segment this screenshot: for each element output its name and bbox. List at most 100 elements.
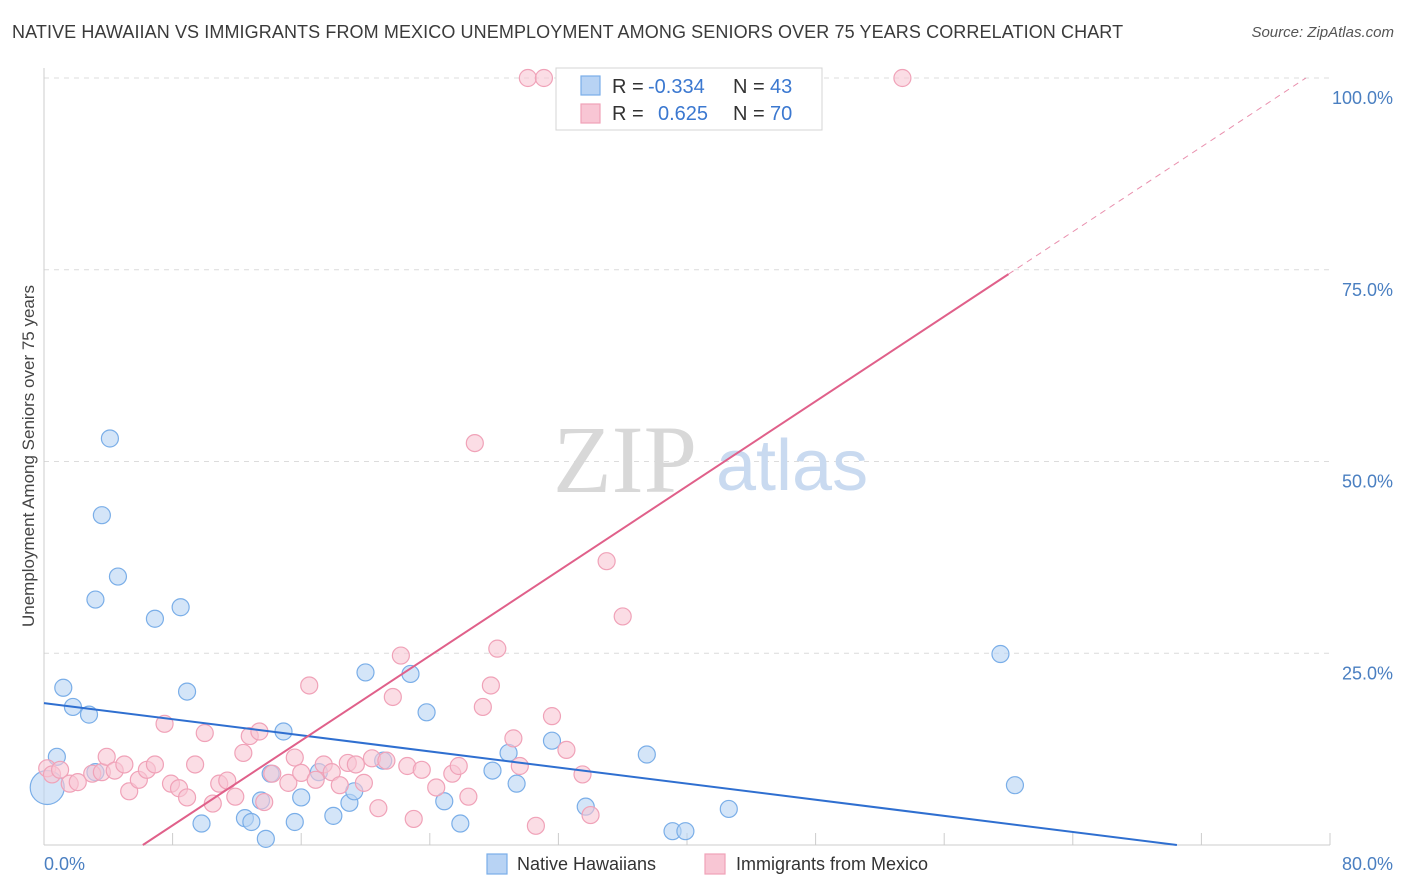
immigrants-mexico-point-17 [177,788,197,807]
immigrants-mexico-point-63 [573,765,592,784]
immigrants-mexico-point-43 [383,687,402,707]
y-tick-label-3: 100.0% [1332,88,1393,108]
stats-n-value-1: 43 [770,76,792,98]
x-tick-labels: 0.0% 80.0% [44,854,1393,874]
native-hawaiians-point-8 [100,429,120,448]
immigrants-mexico-point-53 [473,697,492,717]
immigrants-mexico-point-30 [285,748,304,767]
native-hawaiians-point-29 [417,703,436,722]
watermark-atlas: atlas [716,426,868,506]
native-hawaiians-point-17 [256,829,275,848]
stats-swatch-native-hawaiians [580,75,601,96]
immigrants-mexico-point-66 [613,607,632,626]
y-axis-label: Unemployment Among Seniors over 75 years [19,285,38,627]
y-tick-label-2: 75.0% [1342,280,1393,300]
legend-swatch-immigrants-mexico [704,853,726,875]
immigrants-mexico-point-60 [534,68,554,88]
native-hawaiians-point-9 [108,567,128,586]
immigrants-mexico-point-24 [234,743,253,763]
native-hawaiians-point-6 [86,590,105,609]
y-tick-label-0: 25.0% [1342,663,1393,683]
x-tick-label-1: 80.0% [1342,854,1393,874]
series-legend: Native Hawaiians Immigrants from Mexico [486,853,928,875]
native-hawaiians-point-10 [145,609,165,628]
immigrants-mexico-point-56 [504,729,523,748]
chart-title: NATIVE HAWAIIAN VS IMMIGRANTS FROM MEXIC… [12,22,1124,42]
immigrants-mexico-point-32 [300,676,319,695]
native-hawaiians-point-42 [1005,776,1025,795]
native-hawaiians-point-7 [92,506,111,525]
immigrants-mexico-point-41 [369,799,388,818]
legend-label-immigrants-mexico: Immigrants from Mexico [736,854,928,874]
y-tick-labels: 25.0% 50.0% 75.0% 100.0% [1332,88,1393,683]
native-hawaiians-point-21 [292,788,311,807]
legend-label-native-hawaiians: Native Hawaiians [517,854,656,874]
native-hawaiians-point-35 [542,731,562,750]
chart-source: Source: ZipAtlas.com [1251,24,1394,41]
native-hawaiians-point-20 [285,812,304,832]
axes [43,68,1331,846]
immigrants-mexico-point-2 [50,760,70,779]
y-tick-label-1: 50.0% [1342,472,1393,492]
native-hawaiians-point-12 [177,682,197,701]
immigrants-mexico-point-50 [449,756,468,776]
immigrants-mexico-point-31 [292,763,311,783]
immigrants-mexico-point-28 [263,764,282,783]
immigrants-mexico-trend-line-extension [1008,77,1307,275]
stats-r-label-2: R = [612,103,644,125]
stats-swatch-immigrants-mexico [580,103,601,124]
immigrants-mexico-point-52 [465,433,484,453]
immigrants-mexico-point-27 [255,792,274,812]
watermark: ZIP atlas [553,406,868,513]
native-hawaiians-point-31 [451,814,470,833]
immigrants-mexico-point-69 [893,68,912,88]
native-hawaiians-point-41 [991,644,1010,664]
stats-n-label-1: N = [733,76,765,98]
immigrants-mexico-point-9 [115,755,134,774]
immigrants-mexico-point-58 [526,816,545,835]
immigrants-mexico-point-48 [427,778,446,797]
immigrants-mexico-point-59 [518,68,537,88]
scatter-points [29,68,1025,848]
native-hawaiians-point-26 [356,663,375,682]
native-hawaiians-point-40 [719,799,738,819]
immigrants-mexico-point-23 [226,787,245,806]
native-hawaiians-point-34 [507,774,526,793]
native-hawaiians-trend-line [43,702,1178,846]
immigrants-mexico-point-33 [306,770,325,789]
immigrants-mexico-point-46 [404,809,423,829]
immigrants-mexico-point-62 [557,740,576,759]
immigrants-mexico-point-65 [597,552,616,571]
immigrants-mexico-point-57 [510,756,529,776]
immigrants-mexico-point-18 [186,755,205,774]
native-hawaiians-point-32 [483,761,502,780]
stats-legend: R = -0.334 N = 43 R = 0.625 N = 70 [555,67,823,131]
immigrants-mexico-point-13 [145,755,165,774]
gridlines [44,77,1330,654]
native-hawaiians-point-30 [435,792,454,811]
immigrants-mexico-point-35 [322,763,341,782]
immigrants-mexico-point-38 [346,755,365,774]
native-hawaiians-point-11 [171,598,190,617]
immigrants-mexico-point-64 [581,805,600,825]
immigrants-mexico-point-4 [68,773,87,792]
immigrants-mexico-trend-line [142,273,1010,846]
x-tick-label-0: 0.0% [44,854,85,874]
immigrants-mexico-point-19 [195,723,214,743]
immigrants-mexico-point-55 [488,639,507,658]
watermark-zip: ZIP [553,406,697,513]
native-hawaiians-point-4 [79,705,99,724]
immigrants-mexico-point-54 [481,676,500,695]
immigrants-mexico-point-7 [97,747,116,766]
legend-swatch-native-hawaiians [486,853,508,875]
immigrants-mexico-point-61 [542,707,562,726]
immigrants-mexico-point-42 [377,751,396,770]
immigrants-mexico-point-44 [391,646,410,665]
immigrants-mexico-point-29 [279,773,298,792]
native-hawaiians-point-15 [242,812,261,832]
native-hawaiians-point-37 [637,745,656,764]
native-hawaiians-point-2 [54,678,73,697]
immigrants-mexico-point-51 [459,787,478,806]
stats-r-value-2: 0.625 [658,103,708,125]
